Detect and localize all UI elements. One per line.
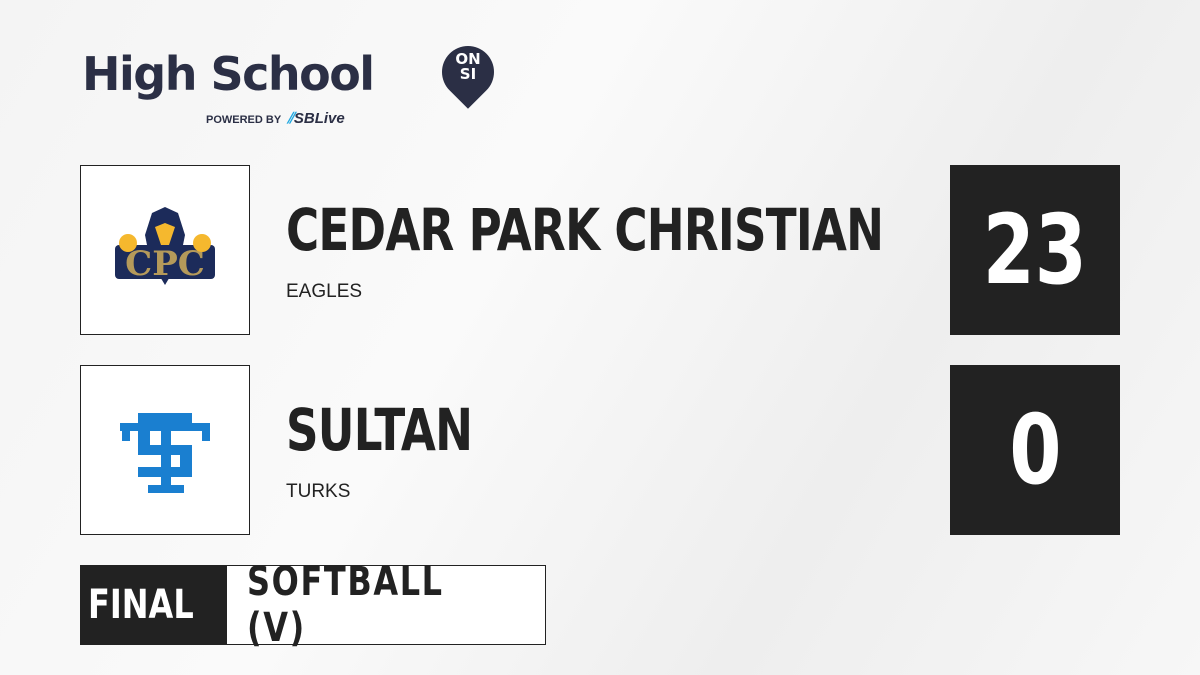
svg-text:CPC: CPC — [125, 244, 205, 284]
team-score: 23 — [950, 165, 1120, 335]
st-logo-icon — [120, 413, 210, 493]
high-school-on-si-logo: High School ON SI POWERED BY ⫽SBLive — [82, 35, 505, 127]
sport-label: SOFTBALL (V) — [247, 559, 444, 651]
brand-title: High School — [82, 47, 375, 101]
team-mascot: TURKS — [286, 481, 351, 502]
team-name: CEDAR PARK CHRISTIAN — [286, 196, 884, 264]
on-si-badge: ON SI — [455, 50, 481, 83]
powered-by: POWERED BY ⫽SBLive — [206, 110, 345, 127]
team-logo-cedar-park: CPC — [80, 165, 250, 335]
final-badge: FINAL — [81, 566, 227, 644]
team-score: 0 — [950, 365, 1120, 535]
eagle-logo-icon: CPC — [115, 207, 215, 285]
team-mascot: EAGLES — [286, 281, 363, 302]
sblive-logo: ⫽SBLive — [287, 110, 345, 127]
team-name: SULTAN — [286, 396, 473, 464]
team-logo-sultan — [80, 365, 250, 535]
game-status-bar: FINAL SOFTBALL (V) — [80, 559, 546, 651]
